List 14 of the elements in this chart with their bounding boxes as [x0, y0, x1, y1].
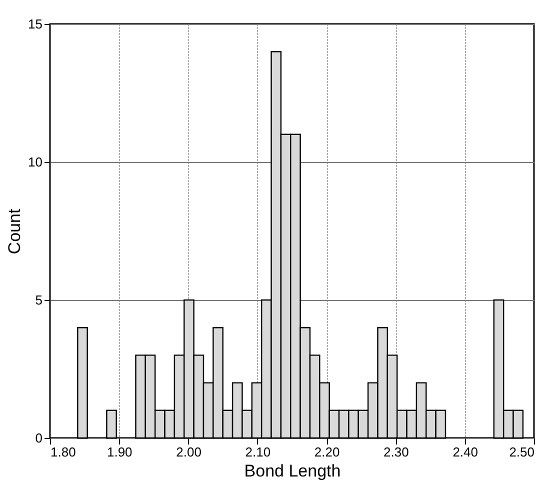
- y-tick-label: 5: [35, 292, 42, 308]
- x-tick-label: 1.80: [50, 444, 76, 460]
- y-tick-label: 0: [35, 430, 42, 446]
- x-tick-label: 2.00: [176, 444, 202, 460]
- y-axis-title: Count: [5, 208, 24, 254]
- x-tick-label: 2.10: [245, 444, 271, 460]
- x-tick-label: 1.90: [106, 444, 132, 460]
- x-tick-label: 2.20: [314, 444, 340, 460]
- x-tick-label: 2.50: [509, 444, 534, 460]
- x-tick-label: 2.40: [452, 444, 478, 460]
- x-tick-label: 2.30: [384, 444, 409, 460]
- x-axis-title: Bond Length: [244, 462, 341, 480]
- y-tick-label: 15: [28, 16, 42, 32]
- y-tick-label: 10: [28, 154, 42, 170]
